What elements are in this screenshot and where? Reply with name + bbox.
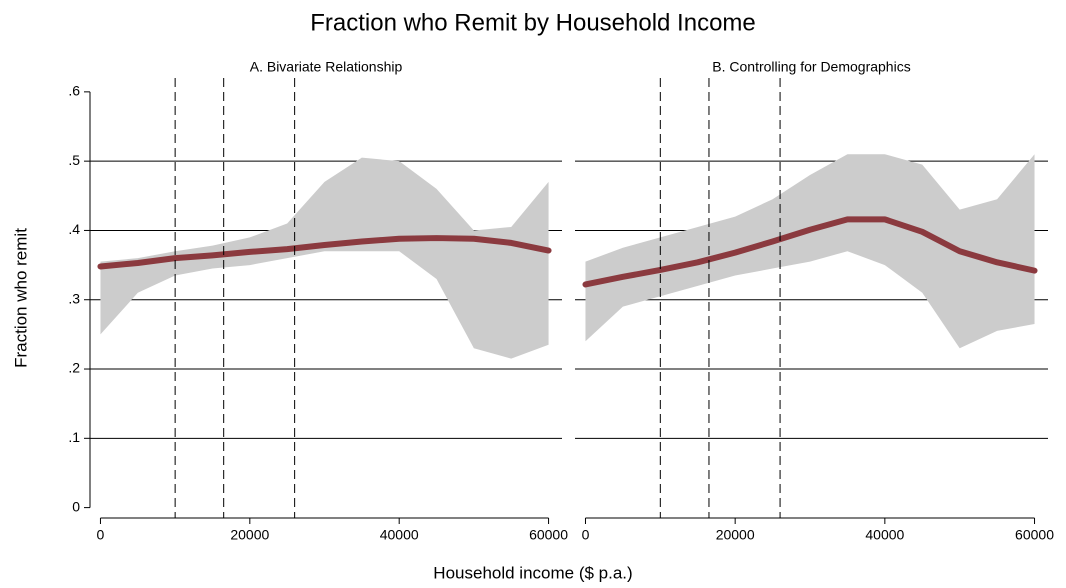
x-tick-label: 60000 [529,527,568,543]
y-tick-label: .2 [68,360,80,376]
line [582,216,1038,288]
line [97,235,552,270]
y-tick-label: .3 [68,290,80,306]
x-tick-label: 0 [582,527,590,543]
y-tick-label: .4 [68,221,80,237]
x-tick-label: 40000 [865,527,904,543]
y-axis-label: Fraction who remit [11,228,30,368]
confidence-band [585,154,1035,349]
y-tick-label: .5 [68,152,80,168]
panel-subtitle: A. Bivariate Relationship [250,59,403,75]
x-tick-label: 60000 [1015,527,1054,543]
confidence-band [100,157,549,359]
x-tick-label: 40000 [380,527,419,543]
y-tick-label: 0 [72,498,80,514]
x-tick-label: 0 [97,527,105,543]
y-tick-label: .6 [68,83,80,99]
chart-title: Fraction who Remit by Household Income [310,9,756,36]
x-tick-label: 20000 [230,527,269,543]
x-axis-label: Household income ($ p.a.) [433,563,632,582]
panel-subtitle: B. Controlling for Demographics [712,59,910,75]
y-tick-label: .1 [68,429,80,445]
x-tick-label: 20000 [716,527,755,543]
